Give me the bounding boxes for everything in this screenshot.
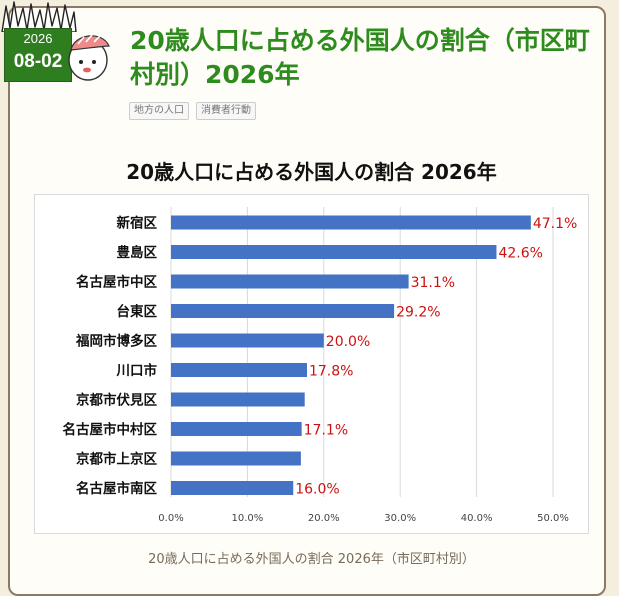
bar <box>171 245 497 259</box>
data-label: 20.0% <box>326 334 370 350</box>
data-label: 16.0% <box>295 482 339 498</box>
x-tick-label: 20.0% <box>308 513 340 524</box>
category-label: 京都市伏見区 <box>76 392 157 409</box>
category-label: 福岡市博多区 <box>75 333 157 350</box>
bar <box>171 422 302 436</box>
data-label: 29.2% <box>396 305 440 321</box>
category-label: 台東区 <box>117 303 158 320</box>
sushi-mascot-icon <box>68 34 110 81</box>
tag-regional-population[interactable]: 地方の人口 <box>129 102 189 120</box>
x-tick-label: 10.0% <box>232 513 264 524</box>
category-label: 名古屋市中区 <box>76 274 157 291</box>
x-tick-label: 40.0% <box>461 513 493 524</box>
x-tick-label: 0.0% <box>158 513 183 524</box>
bar <box>171 451 301 466</box>
bar <box>171 274 409 289</box>
category-label: 名古屋市南区 <box>76 480 157 497</box>
data-label: 17.1% <box>304 423 348 439</box>
category-label: 川口市 <box>116 362 158 379</box>
chart-frame: 0.0% 10.0% 20.0% 30.0% 40.0% 50.0% 新宿区 47.1% 豊島区… <box>34 194 589 534</box>
date-badge: 2026 08-02 <box>0 0 78 86</box>
data-label: 42.6% <box>498 246 542 262</box>
bar-chart: 0.0% 10.0% 20.0% 30.0% 40.0% 50.0% 新宿区 47.1% 豊島区… <box>63 207 577 524</box>
category-label: 名古屋市中村区 <box>63 421 158 438</box>
x-tick-label: 30.0% <box>384 513 416 524</box>
data-label: 17.8% <box>309 364 353 380</box>
date-box: 2026 08-02 <box>4 28 72 82</box>
bar <box>171 481 294 495</box>
post-title[interactable]: 20歳人口に占める外国人の割合（市区町村別）2026年 <box>130 26 590 89</box>
grass-icon <box>1 1 77 32</box>
chart-title: 20歳人口に占める外国人の割合 2026年 <box>126 160 497 184</box>
date-year: 2026 <box>23 31 53 46</box>
x-tick-label: 50.0% <box>537 513 569 524</box>
chart-caption: 20歳人口に占める外国人の割合 2026年（市区町村別） <box>148 552 475 567</box>
bar <box>171 333 324 348</box>
bar <box>171 363 307 377</box>
data-label: 47.1% <box>533 216 577 232</box>
date-month-day: 08-02 <box>13 51 63 72</box>
bar <box>171 304 395 318</box>
bar <box>171 392 305 407</box>
data-label: 31.1% <box>411 275 455 291</box>
tag-list: 地方の人口 消費者行動 <box>129 102 256 120</box>
category-label: 京都市上京区 <box>76 451 157 468</box>
category-label: 新宿区 <box>117 215 158 232</box>
bar <box>171 215 531 230</box>
tag-consumer-behavior[interactable]: 消費者行動 <box>196 102 256 120</box>
category-label: 豊島区 <box>117 244 158 261</box>
